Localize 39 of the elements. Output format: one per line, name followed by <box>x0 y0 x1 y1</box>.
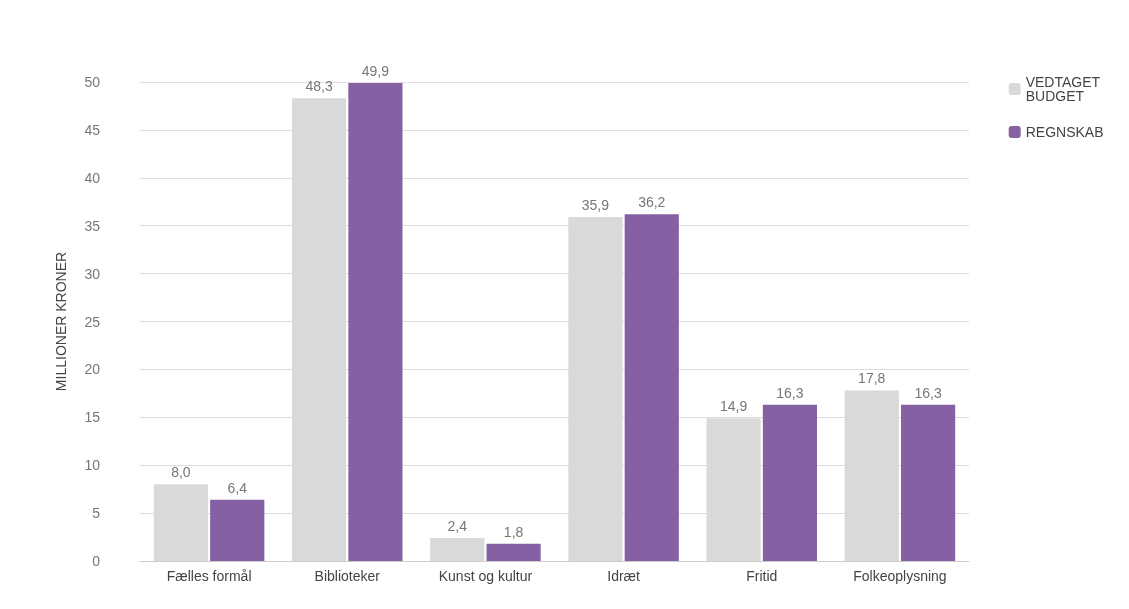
bar <box>348 82 403 561</box>
y-tick-label: 0 <box>92 553 101 569</box>
bar <box>210 499 265 561</box>
y-tick-label: 35 <box>84 217 101 234</box>
y-tick-label: 10 <box>84 457 101 474</box>
bar <box>430 538 485 561</box>
data-label: 8,0 <box>171 464 191 481</box>
data-label: 16,3 <box>914 384 942 401</box>
bar <box>624 214 679 561</box>
y-tick-label: 5 <box>92 505 101 522</box>
data-label: 6,4 <box>227 479 248 496</box>
x-tick-label: Fritid <box>746 568 778 584</box>
y-axis-title: MILLIONER KRONER <box>53 251 69 392</box>
y-tick-label: 50 <box>84 74 101 90</box>
data-label: 2,4 <box>447 518 468 535</box>
x-tick-label: Kunst og kultur <box>438 568 533 584</box>
y-tick-label: 40 <box>84 169 101 186</box>
data-label: 14,9 <box>719 398 748 415</box>
y-tick-label: 30 <box>84 265 101 282</box>
data-label: 17,8 <box>858 370 886 387</box>
x-tick-label: Folkeoplysning <box>853 568 947 584</box>
data-label: 16,3 <box>776 384 804 401</box>
y-tick-label: 15 <box>84 409 101 426</box>
x-tick-label: Idræt <box>607 568 641 584</box>
data-label: 49,9 <box>361 62 390 79</box>
x-tick-label: Fælles formål <box>166 568 252 584</box>
data-label: 1,8 <box>503 523 524 540</box>
data-label: 35,9 <box>581 197 610 214</box>
data-label: 48,3 <box>305 78 333 95</box>
bar <box>762 404 818 561</box>
legend-label: REGNSKAB <box>1025 124 1104 140</box>
legend-label: VEDTAGET BUDGET <box>1025 74 1104 104</box>
y-tick-label: 45 <box>84 121 101 138</box>
bar <box>486 543 541 561</box>
y-tick-label: 20 <box>84 361 101 378</box>
x-tick-label: Biblioteker <box>314 568 381 584</box>
y-tick-label: 25 <box>84 313 101 330</box>
bar <box>901 404 956 561</box>
data-label: 36,2 <box>638 194 666 211</box>
